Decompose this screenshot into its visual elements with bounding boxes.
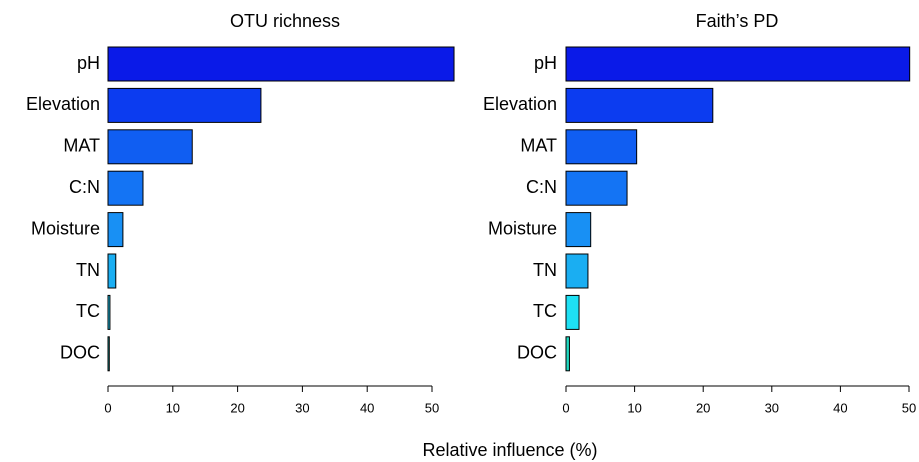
category-label: TC	[533, 301, 557, 321]
bar	[565, 294, 580, 330]
x-tick-label: 10	[627, 400, 641, 415]
x-tick-label: 50	[425, 400, 439, 415]
category-label: TC	[76, 301, 100, 321]
bar	[565, 87, 714, 123]
bar	[107, 129, 193, 165]
chart-title: OTU richness	[230, 11, 340, 31]
category-label: pH	[534, 53, 557, 73]
bar	[107, 253, 117, 289]
category-label: pH	[77, 53, 100, 73]
x-tick-label: 0	[104, 400, 111, 415]
x-tick-label: 20	[696, 400, 710, 415]
bar	[565, 129, 638, 165]
bar	[107, 170, 144, 206]
bar	[107, 336, 110, 372]
bar	[565, 253, 589, 289]
x-tick-label: 10	[166, 400, 180, 415]
x-tick-label: 30	[295, 400, 309, 415]
x-tick-label: 40	[833, 400, 847, 415]
bar	[565, 212, 592, 248]
x-tick-label: 50	[902, 400, 916, 415]
x-tick-label: 20	[230, 400, 244, 415]
category-label: TN	[533, 260, 557, 280]
bar	[565, 336, 570, 372]
category-label: MAT	[63, 136, 100, 156]
category-label: DOC	[60, 343, 100, 363]
category-label: TN	[76, 260, 100, 280]
bar	[565, 170, 628, 206]
bar	[107, 294, 111, 330]
chart-title: Faith’s PD	[696, 11, 779, 31]
x-tick-label: 40	[360, 400, 374, 415]
category-label: Elevation	[26, 94, 100, 114]
bar	[565, 46, 911, 82]
category-label: DOC	[517, 343, 557, 363]
x-tick-label: 30	[765, 400, 779, 415]
category-label: C:N	[69, 177, 100, 197]
category-label: Moisture	[488, 218, 557, 238]
x-tick-label: 0	[562, 400, 569, 415]
bar	[107, 87, 262, 123]
x-axis-label: Relative influence (%)	[422, 440, 597, 460]
bar	[107, 212, 124, 248]
category-label: Moisture	[31, 218, 100, 238]
bar	[107, 46, 455, 82]
category-label: MAT	[520, 136, 557, 156]
category-label: Elevation	[483, 94, 557, 114]
category-label: C:N	[526, 177, 557, 197]
